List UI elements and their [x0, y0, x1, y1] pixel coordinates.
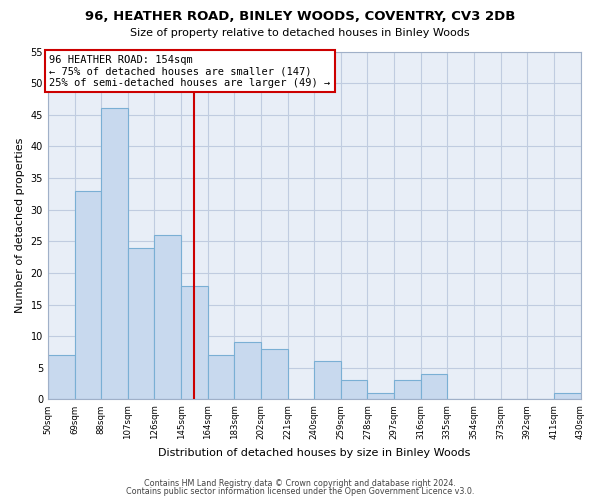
- Bar: [48, 355, 74, 400]
- Y-axis label: Number of detached properties: Number of detached properties: [15, 138, 25, 313]
- Bar: [261, 349, 287, 400]
- Bar: [154, 235, 181, 400]
- Text: 96, HEATHER ROAD, BINLEY WOODS, COVENTRY, CV3 2DB: 96, HEATHER ROAD, BINLEY WOODS, COVENTRY…: [85, 10, 515, 23]
- X-axis label: Distribution of detached houses by size in Binley Woods: Distribution of detached houses by size …: [158, 448, 470, 458]
- Text: Contains public sector information licensed under the Open Government Licence v3: Contains public sector information licen…: [126, 487, 474, 496]
- Bar: [235, 342, 261, 400]
- Bar: [367, 393, 394, 400]
- Bar: [554, 393, 581, 400]
- Text: 96 HEATHER ROAD: 154sqm
← 75% of detached houses are smaller (147)
25% of semi-d: 96 HEATHER ROAD: 154sqm ← 75% of detache…: [49, 54, 331, 88]
- Bar: [421, 374, 448, 400]
- Bar: [181, 286, 208, 400]
- Text: Size of property relative to detached houses in Binley Woods: Size of property relative to detached ho…: [130, 28, 470, 38]
- Bar: [394, 380, 421, 400]
- Bar: [74, 190, 101, 400]
- Text: Contains HM Land Registry data © Crown copyright and database right 2024.: Contains HM Land Registry data © Crown c…: [144, 478, 456, 488]
- Bar: [128, 248, 154, 400]
- Bar: [101, 108, 128, 400]
- Bar: [208, 355, 235, 400]
- Bar: [314, 362, 341, 400]
- Bar: [341, 380, 367, 400]
